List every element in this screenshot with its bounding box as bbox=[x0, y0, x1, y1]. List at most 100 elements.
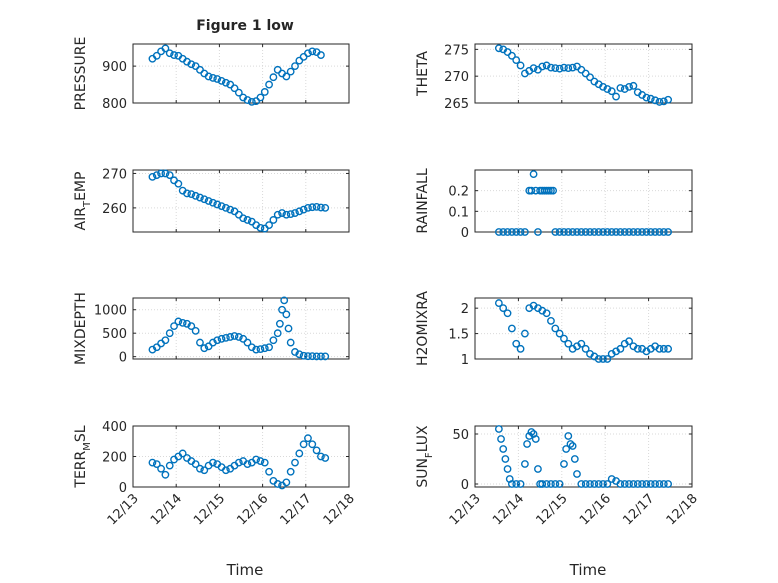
data-point bbox=[642, 93, 651, 102]
data-point bbox=[191, 460, 200, 469]
data-point bbox=[157, 464, 165, 473]
data-point bbox=[616, 228, 625, 236]
y-tick-label: 2 bbox=[461, 302, 469, 317]
data-point bbox=[534, 228, 542, 236]
data-point bbox=[284, 324, 293, 333]
data-point bbox=[523, 440, 531, 448]
subplot-1: 800 900 PRESSURE bbox=[73, 37, 350, 112]
data-point bbox=[234, 88, 243, 97]
data-point bbox=[217, 202, 226, 211]
y-tick-label: 0 bbox=[119, 481, 127, 496]
data-point bbox=[217, 76, 226, 85]
data-point bbox=[226, 205, 235, 214]
data-point bbox=[200, 344, 209, 353]
data-point bbox=[308, 203, 317, 212]
data-point bbox=[655, 98, 664, 106]
data-point bbox=[256, 223, 265, 232]
data-point bbox=[299, 440, 308, 449]
y-tick-label: 270 bbox=[102, 167, 127, 182]
data-point bbox=[291, 458, 299, 467]
data-point bbox=[269, 216, 278, 224]
data-point bbox=[265, 343, 273, 352]
y-axis-label: PRESSURE bbox=[73, 37, 89, 111]
data-point bbox=[183, 189, 191, 198]
data-point bbox=[304, 434, 312, 443]
data-point bbox=[560, 334, 568, 343]
data-point bbox=[633, 344, 642, 353]
data-point bbox=[256, 457, 265, 465]
data-point bbox=[196, 338, 204, 347]
data-point bbox=[286, 210, 295, 218]
data-point bbox=[590, 480, 599, 488]
data-point bbox=[265, 467, 273, 476]
data-point bbox=[286, 338, 295, 347]
data-point bbox=[616, 480, 625, 488]
data-point bbox=[165, 49, 174, 58]
data-point bbox=[664, 228, 673, 236]
data-point bbox=[531, 435, 540, 443]
data-point bbox=[594, 355, 603, 363]
data-point bbox=[542, 309, 551, 318]
data-point bbox=[577, 480, 586, 488]
y-axis-label: TERRMSL bbox=[73, 425, 93, 488]
data-point bbox=[646, 480, 655, 488]
data-point bbox=[547, 316, 555, 325]
data-point bbox=[625, 337, 633, 346]
data-point bbox=[221, 203, 230, 212]
data-point bbox=[209, 458, 217, 467]
y-tick-label: 0 bbox=[461, 226, 469, 241]
data-point bbox=[655, 228, 664, 236]
data-point bbox=[196, 193, 204, 202]
data-point bbox=[178, 449, 187, 458]
data-point bbox=[620, 85, 629, 93]
y-tick-label: 275 bbox=[444, 43, 469, 58]
data-point bbox=[555, 64, 564, 73]
data-point bbox=[646, 228, 655, 236]
data-point bbox=[221, 78, 230, 87]
data-point bbox=[620, 228, 629, 236]
data-point bbox=[204, 72, 213, 81]
data-point bbox=[616, 344, 625, 353]
axes-box bbox=[474, 169, 693, 233]
subplot-2: 265 270 275 THETA bbox=[415, 43, 693, 112]
subplot-6: 1 1.5 2 H2OMIXRA bbox=[415, 291, 693, 368]
y-tick-label: 400 bbox=[102, 420, 127, 435]
data-point bbox=[497, 435, 505, 443]
data-point bbox=[551, 480, 560, 488]
data-point bbox=[243, 338, 252, 347]
data-point bbox=[516, 480, 525, 488]
y-tick-label: 0 bbox=[461, 478, 469, 493]
data-point bbox=[230, 332, 239, 340]
data-point bbox=[638, 480, 646, 488]
data-point bbox=[234, 333, 243, 341]
data-point bbox=[507, 228, 516, 236]
data-point bbox=[503, 309, 512, 318]
data-point bbox=[321, 352, 330, 361]
data-point bbox=[586, 480, 594, 488]
data-point bbox=[551, 324, 560, 333]
data-point bbox=[499, 228, 508, 236]
data-point bbox=[551, 64, 560, 73]
data-point bbox=[170, 51, 178, 59]
data-point bbox=[273, 329, 282, 338]
data-point bbox=[566, 440, 575, 448]
y-tick-label: 0.2 bbox=[448, 185, 469, 200]
data-point bbox=[564, 64, 573, 73]
data-point bbox=[573, 470, 581, 478]
data-point bbox=[633, 228, 642, 236]
data-point bbox=[529, 64, 538, 73]
data-point bbox=[252, 455, 261, 464]
data-point bbox=[200, 466, 209, 475]
y-tick-label: 270 bbox=[444, 70, 469, 85]
data-point bbox=[213, 75, 222, 83]
data-point bbox=[243, 216, 252, 224]
data-point bbox=[607, 228, 616, 236]
figure-title: Figure 1 low bbox=[196, 18, 294, 34]
data-point bbox=[178, 318, 187, 327]
data-point bbox=[503, 465, 512, 473]
data-point bbox=[512, 56, 521, 64]
data-point bbox=[209, 198, 217, 207]
data-point bbox=[273, 480, 282, 488]
data-point bbox=[161, 470, 170, 479]
